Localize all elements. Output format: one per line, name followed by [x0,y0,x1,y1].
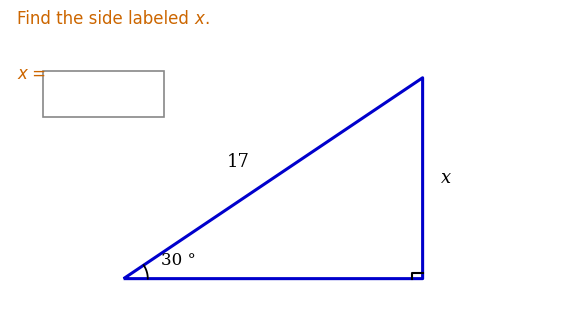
Text: Find the side labeled: Find the side labeled [17,10,194,28]
Text: x =: x = [17,65,46,83]
Text: x: x [194,10,204,28]
Text: x: x [440,169,451,187]
Text: .: . [204,10,209,28]
Text: 30 °: 30 ° [161,252,196,269]
Bar [43,71,164,117]
Text: 17: 17 [227,153,250,171]
